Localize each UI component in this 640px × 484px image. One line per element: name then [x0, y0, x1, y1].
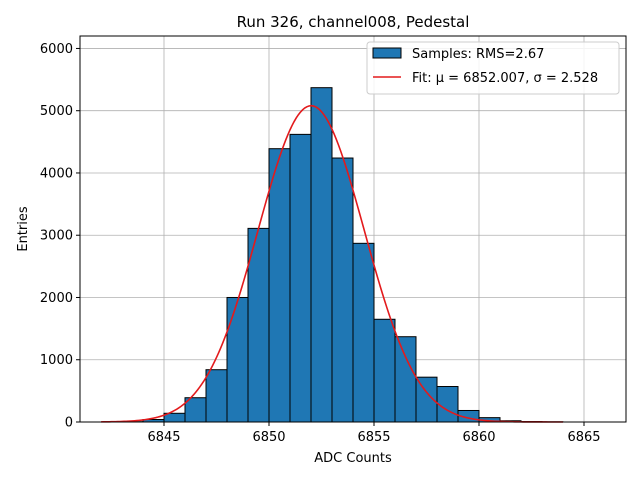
y-tick-label: 0 — [65, 416, 73, 431]
y-axis-label: Entries — [16, 206, 31, 252]
y-tick-label: 1000 — [40, 353, 73, 368]
chart-title: Run 326, channel008, Pedestal — [237, 13, 470, 31]
legend-label-samples: Samples: RMS=2.67 — [412, 47, 544, 62]
y-tick-label: 4000 — [40, 166, 73, 181]
histogram-bar — [311, 88, 332, 422]
histogram-bar — [353, 243, 374, 422]
x-tick-label: 6845 — [147, 430, 180, 445]
x-axis: 6845 6850 6855 6860 6865 — [147, 422, 600, 445]
x-tick-label: 6860 — [462, 430, 495, 445]
histogram-bar — [332, 158, 353, 422]
histogram-bar — [290, 134, 311, 422]
x-tick-label: 6865 — [567, 430, 600, 445]
x-axis-label: ADC Counts — [314, 451, 392, 466]
histogram-bar — [374, 319, 395, 422]
legend-label-fit: Fit: μ = 6852.007, σ = 2.528 — [412, 71, 598, 86]
histogram-bar — [227, 297, 248, 422]
histogram-bar — [437, 387, 458, 422]
x-tick-label: 6850 — [252, 430, 285, 445]
histogram-bar — [206, 370, 227, 422]
y-tick-label: 2000 — [40, 291, 73, 306]
y-tick-label: 3000 — [40, 229, 73, 244]
legend: Samples: RMS=2.67 Fit: μ = 6852.007, σ =… — [367, 42, 619, 94]
legend-swatch-samples — [373, 48, 401, 58]
y-axis: 0 1000 2000 3000 4000 5000 6000 — [40, 42, 80, 431]
y-tick-label: 6000 — [40, 42, 73, 57]
histogram-bar — [269, 149, 290, 422]
x-tick-label: 6855 — [357, 430, 390, 445]
histogram-bar — [395, 337, 416, 422]
y-tick-label: 5000 — [40, 104, 73, 119]
